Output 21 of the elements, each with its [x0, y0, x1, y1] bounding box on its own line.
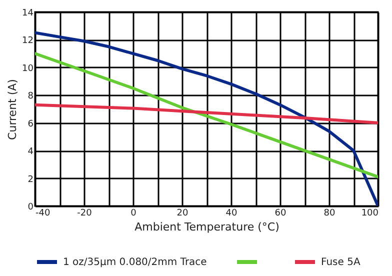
x-tick-label: 100: [361, 208, 379, 218]
x-tick-label: 40: [226, 208, 238, 218]
x-tick-label: 60: [274, 208, 286, 218]
y-tick-label: 12: [22, 36, 34, 46]
legend-label: Fuse 5A: [321, 257, 360, 268]
line-series: [35, 52, 378, 178]
x-axis-title: Ambient Temperature (°C): [134, 220, 280, 234]
y-tick-label: 6: [28, 119, 34, 130]
y-tick-label: 14: [22, 8, 34, 18]
line-series: [35, 103, 378, 124]
x-tick-label: 20: [176, 208, 188, 218]
x-tick-label: -20: [77, 208, 92, 218]
y-tick-label: 8: [28, 92, 34, 102]
y-tick-label: 4: [28, 147, 34, 158]
x-tick-label: 0: [130, 208, 137, 218]
y-axis-title: Current (A): [6, 79, 20, 140]
y-tick-label: 10: [22, 64, 34, 74]
x-tick-label: 80: [324, 208, 336, 218]
x-tick-label: -40: [36, 208, 50, 218]
y-tick-label: 2: [28, 174, 34, 185]
legend-label: 1 oz/35μm 0.080/2mm Trace: [63, 257, 207, 268]
